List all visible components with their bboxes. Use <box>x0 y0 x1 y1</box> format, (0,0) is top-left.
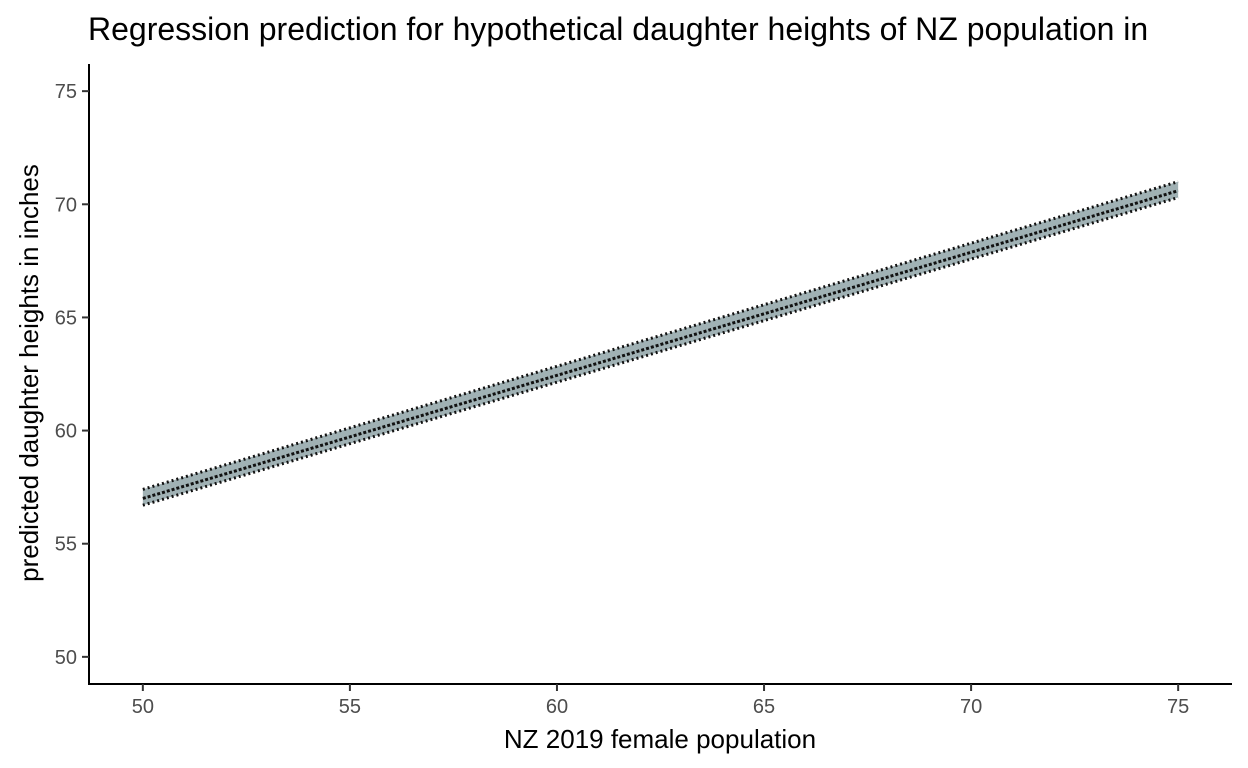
y-tick-label: 70 <box>55 194 77 216</box>
y-tick-label: 60 <box>55 421 77 443</box>
y-tick-label: 50 <box>55 647 77 669</box>
x-axis-title: NZ 2019 female population <box>504 724 816 754</box>
regression-line <box>142 189 1179 500</box>
axes: 50 55 60 65 70 75 50 55 60 65 70 75 <box>55 64 1232 718</box>
y-tick-label: 65 <box>55 307 77 329</box>
x-tick-label: 60 <box>546 696 568 718</box>
y-tick-label: 55 <box>55 534 77 556</box>
lower-bound-line <box>142 196 1179 507</box>
plot-area <box>142 180 1179 507</box>
y-tick-label: 75 <box>55 81 77 103</box>
x-tick-label: 50 <box>132 696 154 718</box>
upper-bound-line <box>142 180 1179 491</box>
x-tick-label: 55 <box>339 696 361 718</box>
chart-title: Regression prediction for hypothetical d… <box>88 11 1148 47</box>
y-axis-title: predicted daughter heights in inches <box>14 164 44 582</box>
x-tick-label: 65 <box>753 696 775 718</box>
x-tick-label: 70 <box>960 696 982 718</box>
x-tick-label: 75 <box>1167 696 1189 718</box>
